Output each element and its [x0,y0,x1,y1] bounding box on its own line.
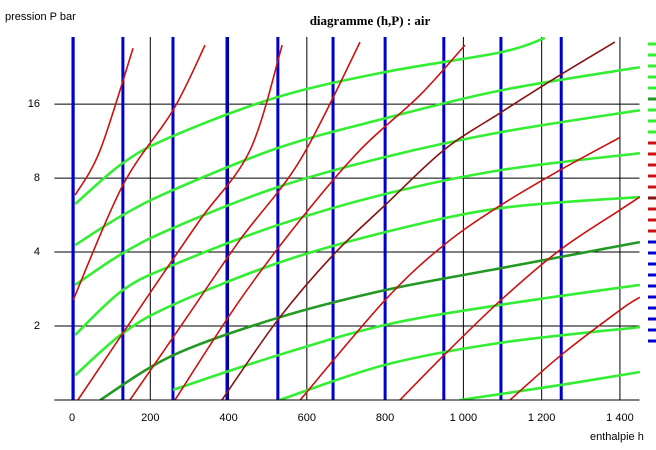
series-line [399,196,640,400]
y-axis-label: pression P bar [5,11,76,23]
series-line [299,136,621,400]
x-axis-label: enthalpie h [590,431,644,443]
series-line [129,41,361,400]
series-line [74,65,640,247]
series-line [74,47,134,196]
x-tick-label: 600 [298,412,316,424]
series-line [77,44,283,400]
series-line [174,44,466,400]
x-tick-label: 200 [141,412,159,424]
plot-area [54,37,640,400]
series-line [459,370,640,400]
y-tick-label: 16 [28,98,40,110]
series-line [99,240,640,400]
y-tick-label: 4 [34,246,40,258]
series-line [74,37,546,206]
y-tick-label: 2 [34,320,40,332]
series-line [74,108,640,286]
x-tick-label: 1 000 [450,412,478,424]
series-line [74,151,640,336]
y-tick-label: 8 [34,172,40,184]
chart-title: diagramme (h,P) : air [310,13,431,28]
series-line [74,195,640,377]
x-tick-label: 0 [69,412,75,424]
series-line [172,283,640,392]
x-tick-label: 1 200 [528,412,556,424]
series-line [72,44,206,301]
x-tick-label: 1 400 [606,412,634,424]
x-tick-label: 400 [219,412,237,424]
x-tick-label: 800 [376,412,394,424]
series-line [279,325,640,400]
series-line [509,296,640,400]
series-line [221,41,616,400]
